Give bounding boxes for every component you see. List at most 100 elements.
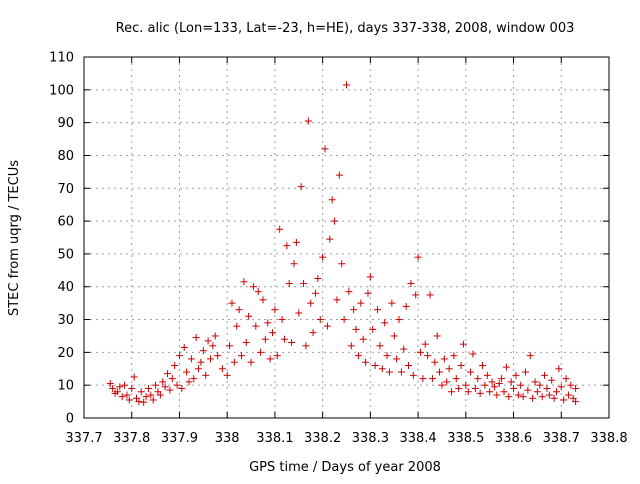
data-point: [479, 361, 487, 369]
data-point: [474, 375, 482, 383]
data-point: [307, 299, 315, 307]
data-point: [331, 217, 339, 225]
data-point: [416, 348, 424, 356]
data-point: [350, 306, 358, 314]
data-point: [197, 358, 205, 366]
data-point: [316, 316, 324, 324]
data-point: [567, 381, 575, 389]
data-point: [431, 358, 439, 366]
data-point: [238, 352, 245, 360]
data-point: [175, 352, 183, 360]
data-point: [271, 306, 279, 314]
data-point: [128, 384, 136, 392]
data-point: [374, 306, 382, 314]
data-point: [190, 375, 198, 383]
data-point: [419, 375, 427, 383]
data-point: [333, 296, 341, 304]
data-point: [359, 335, 367, 343]
data-point: [414, 253, 422, 261]
y-tick-label: 90: [57, 116, 74, 131]
data-point: [152, 381, 160, 389]
data-point: [357, 299, 365, 307]
data-point: [230, 358, 238, 366]
data-point: [269, 329, 277, 337]
data-point: [541, 371, 549, 379]
data-point: [309, 329, 317, 337]
data-point: [135, 398, 143, 406]
y-tick-label: 50: [57, 247, 74, 262]
data-point: [340, 316, 348, 324]
data-points: [106, 81, 580, 406]
data-point: [354, 352, 362, 360]
data-point: [199, 347, 207, 355]
data-point: [228, 299, 236, 307]
data-point: [137, 388, 145, 396]
data-point: [192, 334, 200, 342]
data-point: [524, 386, 532, 394]
x-tick-label: 338.4: [399, 431, 436, 446]
data-point: [495, 380, 503, 388]
data-point: [106, 380, 114, 388]
data-point: [364, 289, 372, 297]
data-point: [467, 368, 475, 376]
data-point: [214, 352, 222, 360]
data-point: [218, 365, 226, 373]
data-point: [381, 319, 389, 327]
data-point: [180, 343, 188, 351]
data-point: [352, 325, 360, 333]
data-point: [209, 342, 217, 350]
data-point: [412, 291, 420, 299]
data-point: [252, 322, 260, 330]
x-tick-label: 338.1: [256, 431, 293, 446]
data-point: [443, 378, 451, 386]
data-point: [493, 391, 501, 399]
data-point: [369, 325, 377, 333]
data-point: [247, 358, 255, 366]
data-point: [273, 352, 281, 360]
y-tick-label: 30: [57, 313, 74, 328]
plot-frame: [83, 56, 610, 419]
data-point: [185, 378, 193, 386]
data-point: [123, 391, 131, 399]
data-point: [147, 391, 155, 399]
data-point: [261, 335, 269, 343]
data-point: [130, 373, 138, 381]
data-point: [156, 391, 164, 399]
data-point: [257, 348, 265, 356]
data-point: [343, 81, 350, 89]
data-point: [426, 291, 434, 299]
data-point: [116, 383, 124, 391]
data-point: [512, 371, 520, 379]
data-point: [397, 368, 405, 376]
data-point: [366, 273, 374, 281]
data-point: [118, 393, 126, 401]
data-point: [529, 394, 537, 402]
data-point: [328, 196, 336, 204]
data-point: [405, 361, 413, 369]
data-point: [562, 375, 570, 383]
data-point: [428, 375, 436, 383]
data-point: [507, 378, 515, 386]
data-point: [486, 388, 494, 396]
data-point: [383, 352, 391, 360]
data-point: [300, 279, 308, 287]
data-point: [142, 393, 150, 401]
data-point: [464, 388, 472, 396]
data-point: [378, 365, 386, 373]
y-tick-label: 80: [57, 149, 74, 164]
data-point: [338, 260, 346, 268]
data-point: [206, 355, 214, 363]
data-point: [407, 279, 415, 287]
data-point: [555, 365, 563, 373]
data-point: [326, 235, 334, 243]
data-point: [409, 371, 417, 379]
y-tick-label: 60: [57, 215, 74, 230]
data-point: [371, 361, 379, 369]
data-point: [376, 342, 384, 350]
data-point: [335, 171, 343, 179]
data-point: [564, 391, 572, 399]
data-point: [144, 384, 152, 392]
data-point: [159, 378, 167, 386]
